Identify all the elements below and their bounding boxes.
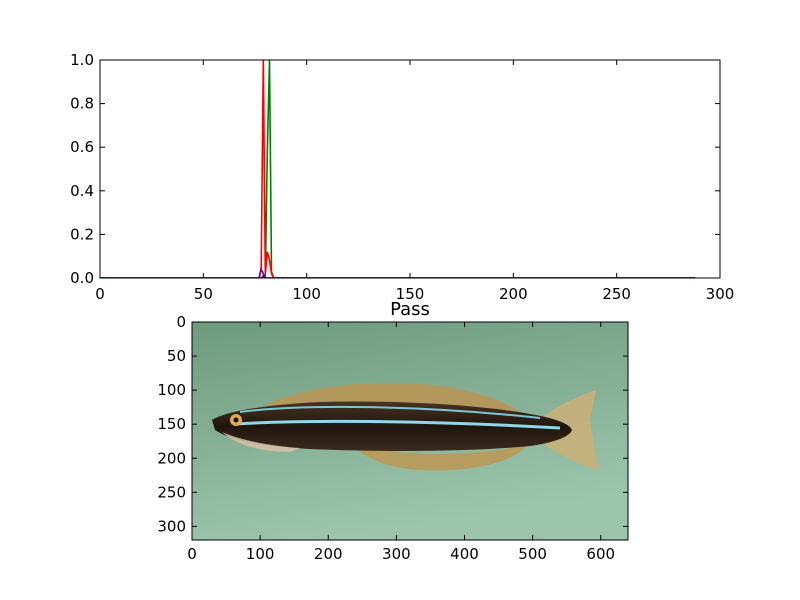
x-tick-label: 50 bbox=[194, 285, 213, 303]
y-tick-label: 100 bbox=[157, 381, 186, 399]
plot1-y-axis: 0.0 0.2 0.4 0.6 0.8 1.0 bbox=[70, 51, 720, 287]
x-tick-label: 100 bbox=[292, 285, 321, 303]
y-tick-label: 0.0 bbox=[70, 269, 94, 287]
y-tick-label: 0.2 bbox=[70, 225, 94, 243]
image-plot: Pass 0 100 200 300 400 500 600 0 50 100 150 200 250… bbox=[157, 299, 629, 563]
x-tick-label: 250 bbox=[602, 285, 631, 303]
y-tick-label: 250 bbox=[157, 483, 186, 501]
y-tick-label: 200 bbox=[157, 449, 186, 467]
fish-body bbox=[212, 401, 572, 451]
y-tick-label: 0.6 bbox=[70, 138, 94, 156]
y-tick-label: 150 bbox=[157, 415, 186, 433]
fish-pupil bbox=[233, 417, 239, 423]
fish-belly bbox=[222, 432, 300, 452]
x-tick-label: 150 bbox=[396, 285, 425, 303]
y-tick-label: 50 bbox=[167, 347, 186, 365]
plot2-x-axis: 0 100 200 300 400 500 600 bbox=[187, 322, 615, 563]
plot1-series-group bbox=[100, 60, 696, 278]
y-tick-label: 1.0 bbox=[70, 51, 94, 69]
fish-photo bbox=[192, 322, 628, 540]
x-tick-label: 200 bbox=[314, 545, 343, 563]
plot1-x-axis: 0 50 100 150 200 250 300 bbox=[95, 60, 734, 303]
plot1-background bbox=[100, 60, 720, 278]
y-tick-label: 0 bbox=[176, 313, 186, 331]
anal-fin bbox=[352, 440, 532, 471]
y-tick-label: 0.8 bbox=[70, 95, 94, 113]
image-title: Pass bbox=[390, 299, 430, 320]
x-tick-label: 400 bbox=[450, 545, 479, 563]
x-tick-label: 200 bbox=[499, 285, 528, 303]
plot2-frame bbox=[191, 321, 629, 541]
x-tick-label: 0 bbox=[95, 285, 105, 303]
x-tick-label: 600 bbox=[586, 545, 615, 563]
x-tick-label: 300 bbox=[382, 545, 411, 563]
x-tick-label: 100 bbox=[246, 545, 275, 563]
plot2-y-axis: 0 50 100 150 200 250 300 bbox=[157, 313, 628, 535]
line-plot: 0 50 100 150 200 250 300 0.0 0.2 0.4 0.6 0.8 1.0 bbox=[70, 51, 734, 303]
x-tick-label: 0 bbox=[187, 545, 197, 563]
y-tick-label: 300 bbox=[157, 517, 186, 535]
x-tick-label: 500 bbox=[518, 545, 547, 563]
upper-stripe bbox=[239, 405, 541, 419]
x-tick-label: 300 bbox=[706, 285, 735, 303]
lower-stripe bbox=[234, 419, 561, 430]
series-line-4 bbox=[100, 266, 696, 278]
y-tick-label: 0.4 bbox=[70, 182, 94, 200]
